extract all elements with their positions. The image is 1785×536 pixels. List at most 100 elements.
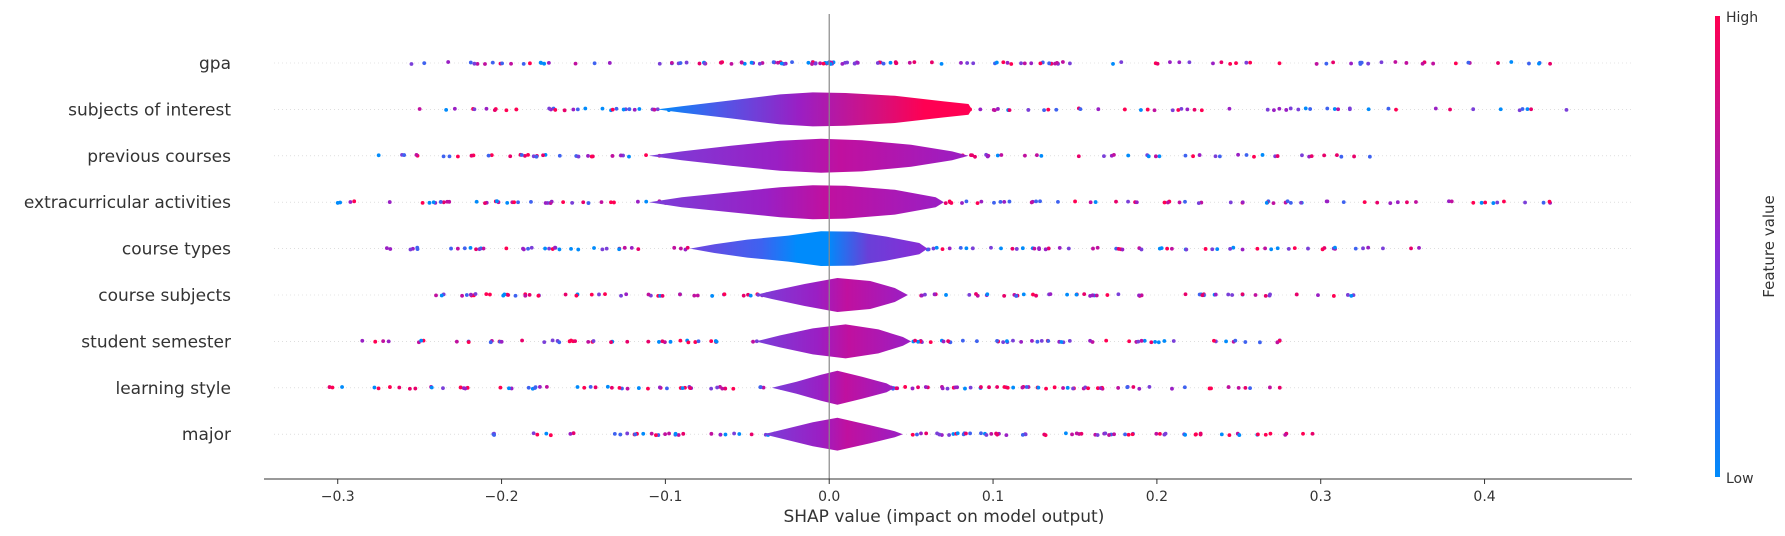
shap-point xyxy=(1145,107,1150,112)
shap-point xyxy=(840,61,845,66)
shap-point xyxy=(547,246,551,251)
shap-point xyxy=(923,385,928,389)
shap-point xyxy=(646,386,650,391)
shap-point xyxy=(352,199,357,204)
shap-point xyxy=(652,107,657,112)
shap-point xyxy=(665,386,669,391)
shap-point xyxy=(1325,106,1330,111)
feature-row: previous courses xyxy=(87,138,1632,173)
shap-point xyxy=(441,386,445,391)
shap-point xyxy=(609,200,613,205)
shap-point xyxy=(431,200,436,205)
violin-shape xyxy=(690,231,928,266)
shap-point xyxy=(526,385,531,390)
shap-point xyxy=(1314,62,1319,66)
shap-point xyxy=(1523,200,1527,205)
shap-point xyxy=(941,339,946,344)
feature-row: student semester xyxy=(81,324,1632,359)
shap-point xyxy=(581,200,586,205)
shap-point xyxy=(1187,60,1192,65)
shap-point xyxy=(582,385,587,390)
shap-point xyxy=(1471,107,1476,112)
shap-point xyxy=(627,107,632,112)
shap-point xyxy=(592,246,596,250)
shap-point xyxy=(1082,292,1087,297)
shap-point xyxy=(1059,340,1064,344)
shap-point xyxy=(1114,199,1118,204)
shap-point xyxy=(557,247,562,252)
shap-point xyxy=(1183,199,1187,204)
shap-point xyxy=(570,201,575,205)
shap-point xyxy=(1203,247,1208,251)
shap-point xyxy=(1063,431,1068,436)
shap-point xyxy=(1134,200,1139,205)
shap-point xyxy=(757,61,762,66)
shap-point xyxy=(583,106,588,111)
shap-point xyxy=(609,340,613,345)
shap-point xyxy=(1056,200,1060,204)
shap-point xyxy=(1335,153,1339,158)
shap-point xyxy=(739,60,744,65)
violin-shape xyxy=(755,278,908,312)
shap-point xyxy=(657,340,661,344)
shap-point xyxy=(512,200,516,205)
shap-point xyxy=(1119,60,1124,65)
shap-point xyxy=(474,199,479,204)
shap-point xyxy=(1165,200,1170,205)
shap-point xyxy=(1258,340,1262,345)
shap-point xyxy=(1088,338,1092,343)
shap-point xyxy=(1233,338,1238,343)
shap-point xyxy=(1240,247,1245,252)
shap-point xyxy=(597,292,601,297)
shap-point xyxy=(737,432,742,436)
shap-point xyxy=(544,431,549,436)
shap-point xyxy=(731,386,736,391)
shap-point xyxy=(1023,432,1028,437)
shap-point xyxy=(1153,339,1157,344)
shap-point xyxy=(1283,432,1288,437)
shap-point xyxy=(667,431,671,436)
shap-point xyxy=(641,431,646,436)
shap-point xyxy=(568,431,573,436)
shap-point xyxy=(538,385,542,389)
shap-point xyxy=(1236,152,1240,157)
shap-point xyxy=(1155,61,1160,66)
shap-point xyxy=(586,339,591,344)
shap-point xyxy=(505,200,510,205)
shap-point xyxy=(1021,292,1026,297)
shap-point xyxy=(947,246,952,251)
shap-point xyxy=(1324,199,1329,204)
shap-point xyxy=(903,385,908,389)
shap-point xyxy=(1277,106,1282,111)
shap-point xyxy=(1381,246,1385,251)
shap-point xyxy=(741,293,746,298)
shap-point xyxy=(1228,200,1233,205)
shap-point xyxy=(507,386,511,391)
feature-label: student semester xyxy=(81,332,231,352)
shap-point xyxy=(855,60,860,65)
shap-point xyxy=(1043,247,1048,252)
shap-point xyxy=(1023,153,1027,158)
shap-point xyxy=(1024,385,1029,389)
shap-point xyxy=(1055,60,1059,65)
shap-point xyxy=(771,60,776,65)
shap-point xyxy=(589,154,594,159)
shap-point xyxy=(992,200,996,205)
shap-point xyxy=(519,153,524,157)
shap-point xyxy=(1211,61,1215,66)
shap-point xyxy=(964,431,968,436)
shap-point xyxy=(1162,200,1167,205)
shap-point xyxy=(1011,338,1015,343)
shap-point xyxy=(1176,108,1181,112)
shap-point xyxy=(533,386,537,390)
shap-point xyxy=(1331,294,1336,298)
shap-point xyxy=(1275,154,1280,158)
shap-point xyxy=(627,154,631,159)
shap-point xyxy=(1316,293,1320,298)
shap-point xyxy=(569,246,573,251)
shap-point xyxy=(888,60,893,65)
shap-point xyxy=(955,385,960,390)
shap-point xyxy=(1170,246,1174,251)
shap-point xyxy=(548,201,553,206)
shap-point xyxy=(483,201,487,206)
